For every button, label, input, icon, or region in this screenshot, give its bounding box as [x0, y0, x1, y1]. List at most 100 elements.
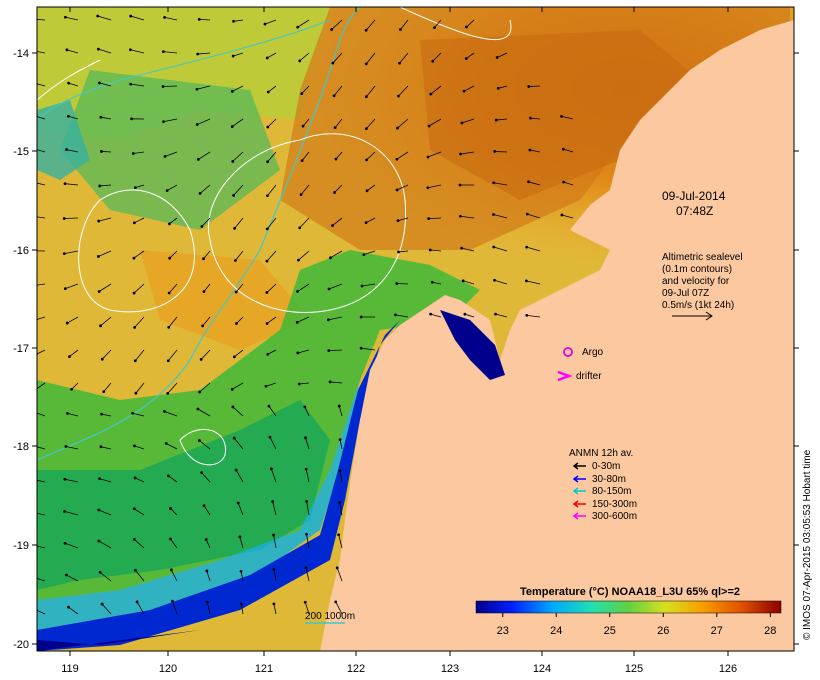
velocity-arrow: [199, 440, 211, 450]
velocity-arrow: [466, 19, 475, 28]
velocity-arrow: [101, 603, 112, 615]
velocity-arrow-head: [232, 436, 236, 440]
velocity-arrow-head: [230, 89, 234, 93]
velocity-arrow: [197, 52, 211, 55]
velocity-arrow: [461, 118, 475, 124]
velocity-arrow: [99, 571, 112, 582]
velocity-arrow-head: [492, 245, 496, 249]
velocity-arrow: [494, 151, 508, 153]
velocity-arrow: [464, 313, 475, 318]
velocity-arrow: [203, 250, 211, 259]
velocity-arrow-head: [166, 391, 170, 395]
velocity-arrow-head: [129, 82, 133, 86]
velocity-arrow-head: [163, 155, 167, 158]
velocity-arrow: [460, 151, 475, 155]
velocity-arrow-head: [266, 352, 270, 356]
velocity-arrow: [366, 184, 376, 192]
velocity-arrow: [203, 283, 211, 292]
velocity-arrow-head: [167, 474, 170, 478]
velocity-arrow: [460, 215, 475, 219]
anmn-label: 80-150m: [592, 486, 631, 497]
lon-tick-label: 121: [255, 663, 273, 675]
velocity-arrow-head: [338, 501, 342, 504]
velocity-arrow-head: [231, 54, 235, 58]
velocity-arrow-head: [135, 600, 139, 604]
velocity-arrow-head: [396, 126, 399, 130]
velocity-arrow-head: [266, 194, 269, 198]
velocity-arrow: [135, 382, 145, 394]
drifter-label: drifter: [576, 371, 602, 382]
velocity-arrow-head: [131, 152, 135, 155]
velocity-arrow: [493, 214, 508, 219]
velocity-arrow-head: [496, 86, 500, 90]
velocity-arrow: [206, 570, 211, 582]
velocity-arrow-head: [464, 57, 468, 60]
velocity-arrow-head: [272, 602, 276, 606]
velocity-arrow: [164, 411, 178, 417]
sealevel-note-line: (0.1m contours): [662, 264, 732, 275]
velocity-arrow: [267, 151, 277, 162]
velocity-arrow: [130, 83, 145, 87]
velocity-arrow: [463, 280, 475, 285]
velocity-arrow-head: [329, 256, 332, 260]
velocity-arrow-head: [98, 81, 101, 85]
velocity-arrow: [363, 250, 376, 256]
velocity-arrow: [68, 115, 79, 120]
velocity-arrow-head: [333, 191, 336, 194]
velocity-arrow: [305, 567, 310, 582]
land-mass: [320, 7, 794, 651]
velocity-arrow-head: [364, 62, 368, 66]
velocity-arrow: [397, 217, 409, 222]
velocity-arrow-head: [65, 148, 68, 151]
velocity-arrow-head: [64, 15, 67, 19]
lat-tick-label: -20: [13, 639, 29, 651]
velocity-arrow: [267, 118, 277, 128]
velocity-arrow-head: [268, 435, 272, 439]
velocity-arrow: [97, 15, 112, 21]
velocity-arrow-head: [398, 61, 401, 65]
velocity-arrow: [100, 446, 112, 450]
lon-tick-label: 119: [61, 663, 79, 675]
velocity-arrow: [99, 82, 112, 87]
sealevel-contour: [399, 7, 512, 41]
velocity-arrow: [133, 250, 145, 259]
velocity-arrow: [65, 283, 79, 290]
velocity-arrow: [167, 382, 178, 394]
velocity-arrow: [328, 316, 343, 321]
velocity-arrow: [164, 16, 178, 21]
velocity-arrow: [199, 184, 211, 194]
velocity-arrow: [297, 19, 310, 28]
velocity-arrow: [273, 569, 277, 582]
velocity-arrow: [37, 479, 46, 483]
velocity-arrow: [299, 217, 310, 229]
velocity-arrow-head: [239, 570, 243, 573]
velocity-arrow-head: [96, 47, 100, 51]
velocity-arrow-head: [459, 152, 462, 156]
anmn-arrow-icon: [572, 462, 586, 470]
velocity-arrow: [164, 151, 178, 157]
anmn-item: 80-150m: [572, 486, 631, 497]
velocity-arrow-head: [96, 14, 100, 18]
velocity-arrow-head: [133, 444, 136, 448]
velocity-arrow-head: [64, 445, 68, 448]
scale-arrow-icon: [672, 311, 713, 321]
velocity-arrow-head: [67, 81, 71, 85]
velocity-arrow-head: [195, 123, 199, 126]
velocity-arrow-head: [427, 217, 431, 220]
velocity-arrow: [37, 19, 46, 21]
velocity-arrow: [268, 85, 277, 93]
velocity-arrow: [273, 603, 277, 615]
anmn-item: 30-80m: [572, 474, 626, 485]
velocity-arrow: [237, 502, 244, 516]
velocity-arrow: [268, 405, 277, 417]
lon-tick-label: 124: [533, 663, 551, 675]
colorbar-tick-label: 28: [764, 625, 776, 637]
velocity-arrow-head: [300, 92, 304, 96]
velocity-arrow: [200, 349, 211, 360]
velocity-arrow-head: [201, 324, 205, 328]
velocity-arrow-head: [236, 501, 240, 505]
anmn-label: 0-30m: [592, 461, 620, 472]
isobath-legend: 200 1000m: [305, 611, 355, 624]
velocity-arrow-head: [167, 291, 171, 295]
velocity-arrow: [168, 475, 178, 483]
